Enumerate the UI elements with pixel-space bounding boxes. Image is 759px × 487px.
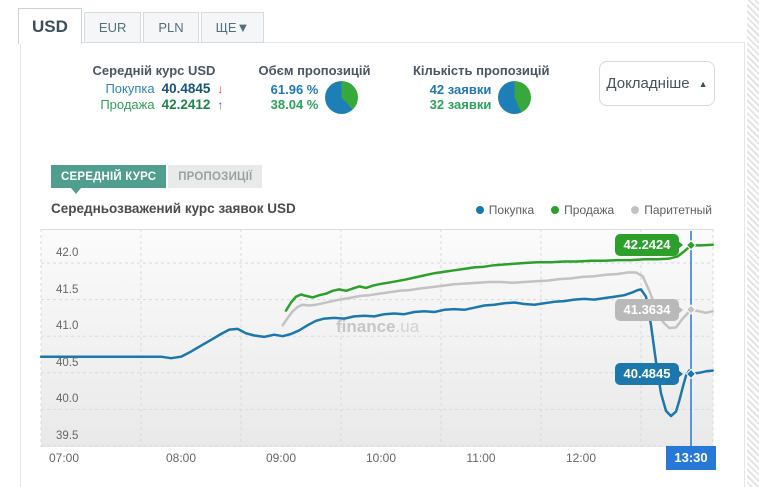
count-buy-number: 42 <box>429 82 445 97</box>
parity-value-badge: 41.3634 <box>615 298 683 321</box>
buy-rate-value: 40.4845 <box>161 81 211 96</box>
cursor-time-badge: 13:30 <box>666 446 716 470</box>
chart-plot-area: finance.ua 13:30 42.0 41.5 41.0 40.5 40.0 39.… <box>39 229 717 487</box>
buy-value-badge: 40.4845 <box>615 362 683 385</box>
details-button[interactable]: Докладніше ▲ <box>599 61 715 106</box>
buy-label: Покупка <box>105 81 155 96</box>
stat-count: Кількість пропозицій 42 заявки 32 заявки <box>413 63 550 114</box>
buy-cursor-marker <box>685 368 697 380</box>
details-button-label: Докладніше <box>606 75 690 92</box>
y-axis-label: 41.5 <box>56 283 79 296</box>
sell-rate-value: 42.2412 <box>161 97 211 112</box>
buy-line <box>39 288 714 418</box>
chart-canvas <box>39 229 714 447</box>
chart-legend: Покупка Продажа Паритетный <box>475 203 712 217</box>
legend-item-parity[interactable]: Паритетный <box>631 203 712 217</box>
sell-value-badge: 42.2424 <box>615 234 683 257</box>
currency-tabs: USD EUR PLN ЩЕ▼ <box>18 8 265 44</box>
page-edge-texture <box>747 0 759 487</box>
plot-background <box>41 229 713 447</box>
arrow-down-icon: ↓ <box>217 82 224 96</box>
tab-pln[interactable]: PLN <box>143 12 199 43</box>
x-axis-label: 10:00 <box>365 451 397 465</box>
x-axis-label: 07:00 <box>48 451 80 465</box>
sell-cursor-marker <box>685 240 697 251</box>
legend-dot-icon <box>551 206 560 214</box>
tab-content-panel: Середній курс USD Покупка 40.4845 ↓ Прод… <box>20 42 745 487</box>
count-buy-unit: заявки <box>444 82 492 97</box>
sell-label: Продажа <box>100 97 155 112</box>
y-axis-label: 42.0 <box>56 247 79 259</box>
tab-usd[interactable]: USD <box>18 8 82 44</box>
y-axis-label: 41.0 <box>56 320 79 333</box>
count-sell-number: 32 <box>429 97 445 112</box>
volume-pie-chart-icon <box>325 81 359 114</box>
subtab-average-rate[interactable]: СЕРЕДНІЙ КУРС <box>51 165 167 194</box>
caret-up-icon: ▲ <box>698 78 708 89</box>
legend-dot-icon <box>475 206 484 214</box>
tab-eur[interactable]: EUR <box>83 12 142 43</box>
legend-item-buy[interactable]: Покупка <box>475 203 534 217</box>
chart-mode-tabs: СЕРЕДНІЙ КУРС ПРОПОЗИЦІЇ <box>51 165 263 194</box>
volume-sell-percent: 38.04 % <box>270 97 319 112</box>
x-axis-label: 09:00 <box>265 451 297 465</box>
volume-buy-percent: 61.96 % <box>270 82 319 97</box>
subtab-offers[interactable]: ПРОПОЗИЦІЇ <box>168 165 263 188</box>
stat-count-title: Кількість пропозицій <box>413 63 550 78</box>
legend-dot-icon <box>631 206 640 214</box>
sell-line <box>284 243 714 312</box>
count-sell-unit: заявки <box>444 97 492 112</box>
x-axis-label: 12:00 <box>565 451 597 465</box>
chart-title: Середньозважений курс заявок USD <box>51 201 296 216</box>
stat-volume-title: Обєм пропозицій <box>258 63 371 78</box>
stat-average-title: Середній курс USD <box>92 63 216 78</box>
x-axis-label: 11:00 <box>466 451 496 465</box>
stat-average-rate: Середній курс USD Покупка 40.4845 ↓ Прод… <box>49 63 259 113</box>
x-axis-label: 08:00 <box>165 451 197 465</box>
count-pie-chart-icon <box>498 81 532 114</box>
arrow-up-icon: ↑ <box>217 98 224 112</box>
y-axis-label: 39.5 <box>56 430 79 442</box>
y-axis-label: 40.0 <box>56 393 79 406</box>
tab-more[interactable]: ЩЕ▼ <box>200 12 265 43</box>
watermark: finance.ua <box>336 317 420 336</box>
legend-item-sell[interactable]: Продажа <box>551 203 614 217</box>
parity-cursor-marker <box>685 304 697 315</box>
y-axis-label: 40.5 <box>56 356 79 369</box>
stat-volume: Обєм пропозицій 61.96 % 38.04 % <box>247 63 382 114</box>
